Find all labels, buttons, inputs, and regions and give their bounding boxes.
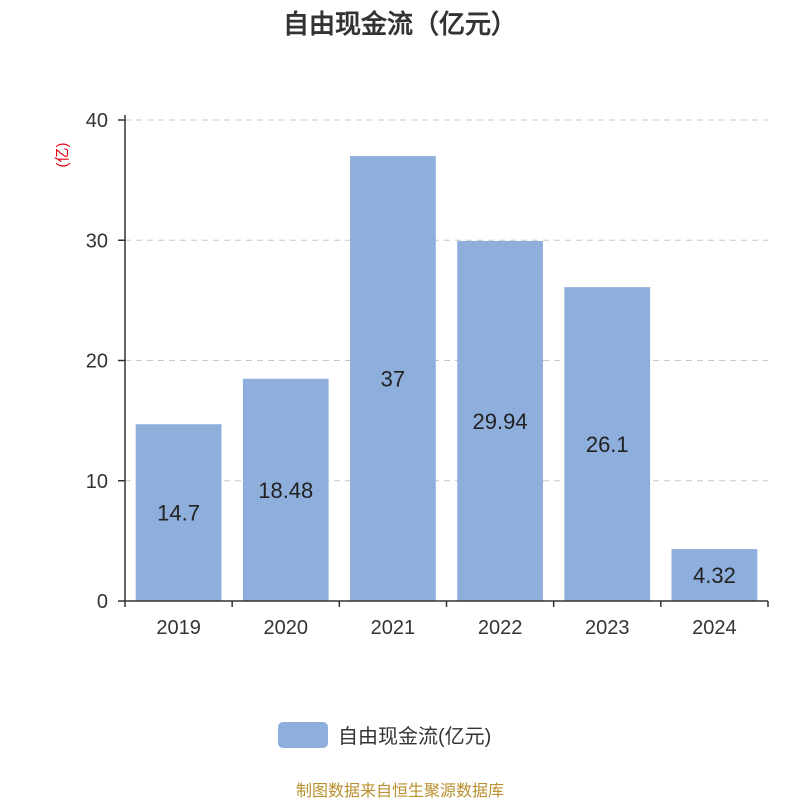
- chart-title: 自由现金流（亿元）: [283, 9, 517, 39]
- bar-data-labels: 14.7 18.48 37 29.94 26.1 4.32: [157, 367, 736, 588]
- x-tick-label: 2020: [264, 617, 309, 639]
- y-tick-label: 0: [97, 591, 108, 613]
- bar-2023[interactable]: [564, 287, 651, 601]
- y-tick-label: 20: [86, 351, 108, 373]
- bar-2024[interactable]: [671, 549, 758, 601]
- bar-value-label: 14.7: [157, 501, 200, 526]
- axes: 0 10 20 30 40 2019 2020 2021 2022 2023 2024: [86, 110, 769, 639]
- y-axis-label: (亿): [54, 143, 71, 168]
- x-tick-label: 2021: [371, 617, 416, 639]
- legend-swatch[interactable]: [278, 722, 328, 748]
- y-tick-label: 10: [86, 471, 108, 493]
- legend-label[interactable]: 自由现金流(亿元): [338, 725, 491, 748]
- bar-value-label: 26.1: [586, 432, 629, 457]
- bar-2021[interactable]: [350, 156, 436, 601]
- x-tick-label: 2022: [478, 617, 523, 639]
- bar-value-label: 4.32: [693, 563, 736, 588]
- bars: [135, 156, 758, 601]
- y-tick-label: 30: [86, 230, 108, 252]
- bar-2020[interactable]: [242, 378, 329, 601]
- gridlines: [125, 119, 768, 482]
- bar-value-label: 18.48: [258, 478, 313, 503]
- x-tick-label: 2019: [156, 617, 201, 639]
- y-tick-label: 40: [86, 110, 108, 132]
- x-tick-label: 2024: [692, 617, 737, 639]
- legend[interactable]: 自由现金流(亿元): [278, 722, 491, 748]
- bar-value-label: 37: [381, 367, 405, 392]
- bar-value-label: 29.94: [473, 409, 528, 434]
- bar-2019[interactable]: [135, 424, 222, 601]
- bar-2022[interactable]: [457, 240, 543, 601]
- x-tick-label: 2023: [585, 617, 630, 639]
- source-footer: 制图数据来自恒生聚源数据库: [296, 782, 504, 800]
